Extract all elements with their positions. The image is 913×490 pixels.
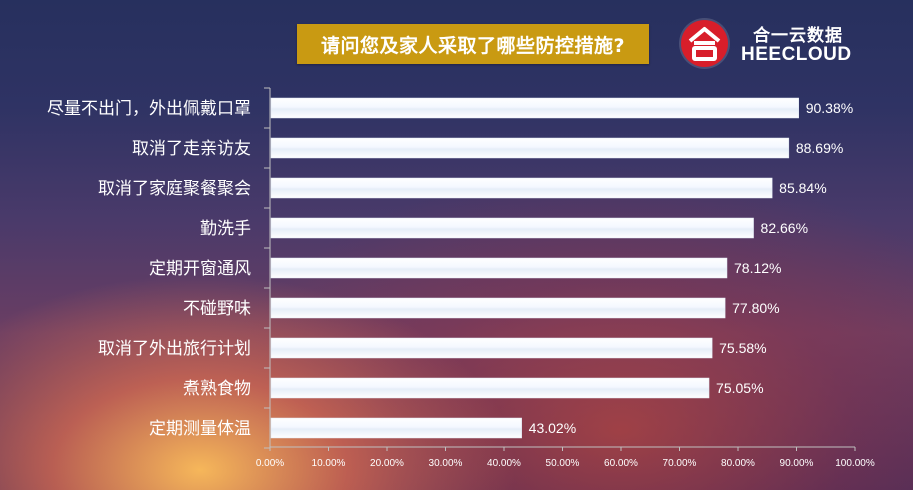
logo-mark-icon: [681, 20, 728, 67]
x-tick-label: 30.00%: [429, 458, 463, 469]
x-tick-label: 60.00%: [604, 458, 638, 469]
bar: [270, 297, 726, 319]
x-tick-label: 100.00%: [835, 458, 875, 469]
bar: [270, 257, 728, 279]
data-label: 88.69%: [796, 140, 843, 156]
logo-chinese-name: 合一云数据: [753, 26, 843, 46]
x-tick-label: 40.00%: [487, 458, 521, 469]
category-label: 煮熟食物: [183, 378, 251, 399]
x-tick-label: 0.00%: [256, 458, 284, 469]
x-tick-label: 10.00%: [312, 458, 346, 469]
category-label: 取消了外出旅行计划: [98, 339, 251, 359]
data-label: 90.38%: [806, 100, 853, 116]
category-label: 尽量不出门，外出佩戴口罩: [47, 99, 251, 119]
data-label: 82.66%: [761, 220, 808, 236]
data-label: 85.84%: [779, 180, 826, 196]
bar: [270, 337, 713, 359]
data-label: 75.05%: [716, 380, 763, 396]
category-label: 定期测量体温: [149, 419, 251, 439]
bar: [270, 217, 754, 239]
category-label: 勤洗手: [200, 219, 251, 239]
logo-english-name: HEECLOUD: [741, 44, 852, 65]
x-tick-label: 70.00%: [663, 458, 697, 469]
bar: [270, 137, 790, 159]
bar: [270, 97, 799, 119]
category-label: 取消了走亲访友: [132, 139, 251, 159]
bar: [270, 177, 773, 199]
chart-title: 请问您及家人采取了哪些防控措施?: [297, 24, 649, 64]
category-label: 取消了家庭聚餐聚会: [98, 179, 251, 199]
data-label: 77.80%: [732, 300, 779, 316]
x-tick-label: 80.00%: [721, 458, 755, 469]
brand-logo: 合一云数据 HEECLOUD: [681, 20, 881, 68]
x-tick-label: 50.00%: [546, 458, 580, 469]
bar: [270, 417, 522, 439]
data-label: 78.12%: [734, 260, 781, 276]
x-tick-label: 90.00%: [780, 458, 814, 469]
data-label: 75.58%: [719, 340, 766, 356]
x-tick-label: 20.00%: [370, 458, 404, 469]
data-label: 43.02%: [529, 420, 576, 436]
category-label: 不碰野味: [183, 299, 251, 319]
bar: [270, 377, 710, 399]
category-label: 定期开窗通风: [149, 259, 251, 279]
